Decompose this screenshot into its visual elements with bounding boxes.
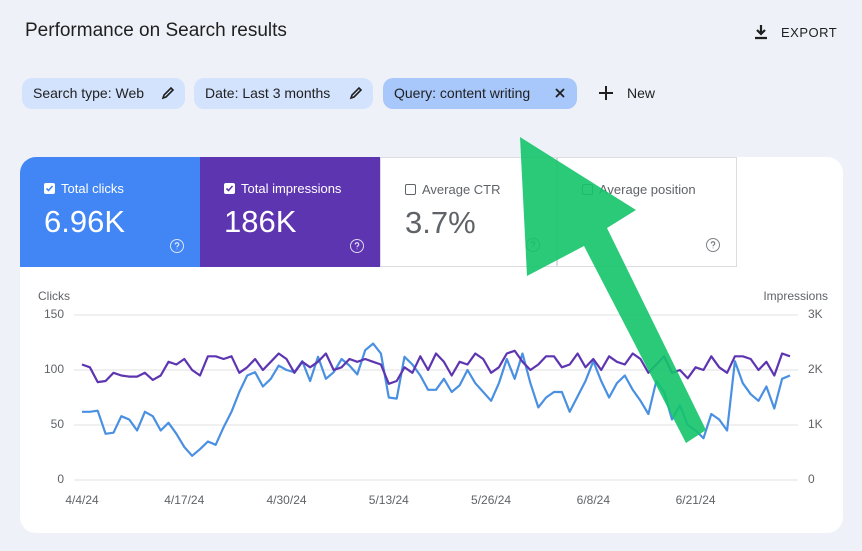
y2-tick-label: 2K <box>808 362 823 376</box>
filter-chip[interactable]: Date: Last 3 months <box>194 78 373 109</box>
x-tick-label: 6/21/24 <box>676 493 716 507</box>
check-mark <box>45 185 54 192</box>
metric-label-row: Total impressions <box>224 181 380 196</box>
metric-label: Total impressions <box>241 181 342 196</box>
y2-tick-label: 1K <box>808 417 823 431</box>
metric-label: Average CTR <box>422 182 501 197</box>
help-icon[interactable] <box>706 238 720 252</box>
help-glyph <box>710 241 716 249</box>
y2-tick-label: 0 <box>808 472 815 486</box>
series-line <box>82 342 791 457</box>
metric-tile[interactable]: Total impressions 186K <box>200 157 380 267</box>
x-tick-label: 5/13/24 <box>369 493 409 507</box>
help-icon[interactable] <box>170 239 184 253</box>
export-button[interactable]: EXPORT <box>752 23 837 41</box>
x-tick-label: 6/8/24 <box>577 493 611 507</box>
y-tick-label: 0 <box>57 472 64 486</box>
y-tick-label: 150 <box>44 307 64 321</box>
edit-icon[interactable] <box>161 86 175 100</box>
edit-icon[interactable] <box>349 86 363 100</box>
y2-tick-label: 3K <box>808 307 823 321</box>
x-tick-label: 4/30/24 <box>267 493 307 507</box>
help-glyph <box>354 242 360 250</box>
filter-chip[interactable]: Search type: Web <box>22 78 185 109</box>
checkbox[interactable] <box>405 184 416 195</box>
filter-label: Query: content writing <box>394 85 531 101</box>
metric-value: 6.96K <box>44 204 126 239</box>
metric-tile[interactable]: Total clicks 6.96K <box>20 157 200 267</box>
filter-label: Date: Last 3 months <box>205 85 331 101</box>
x-tick-label: 5/26/24 <box>471 493 511 507</box>
metric-label-row: Average CTR <box>405 182 556 197</box>
check-mark <box>225 185 234 192</box>
page-title: Performance on Search results <box>25 20 287 41</box>
filter-label: Search type: Web <box>33 85 145 101</box>
close-icon[interactable] <box>553 86 567 100</box>
new-filter-button[interactable]: New <box>597 84 655 102</box>
x-tick-label: 4/4/24 <box>65 493 99 507</box>
plus-icon <box>599 86 613 100</box>
metric-value: 186K <box>224 204 297 239</box>
metric-label-row: Total clicks <box>44 181 200 196</box>
help-icon[interactable] <box>350 239 364 253</box>
export-label: EXPORT <box>781 24 838 40</box>
x-tick-label: 4/17/24 <box>164 493 204 507</box>
metric-label: Total clicks <box>61 181 124 196</box>
filter-chip[interactable]: Query: content writing <box>383 78 577 109</box>
new-label: New <box>627 85 656 101</box>
y-axis-title: Clicks <box>38 289 70 303</box>
series-line <box>81 349 791 385</box>
download-icon <box>755 25 767 40</box>
y2-axis-title: Impressions <box>763 289 828 303</box>
checkbox[interactable] <box>224 183 235 194</box>
checkbox[interactable] <box>44 183 55 194</box>
help-glyph <box>174 242 180 250</box>
y-tick-label: 50 <box>51 417 65 431</box>
metric-value: 3.7% <box>405 205 476 240</box>
y-tick-label: 100 <box>44 362 64 376</box>
